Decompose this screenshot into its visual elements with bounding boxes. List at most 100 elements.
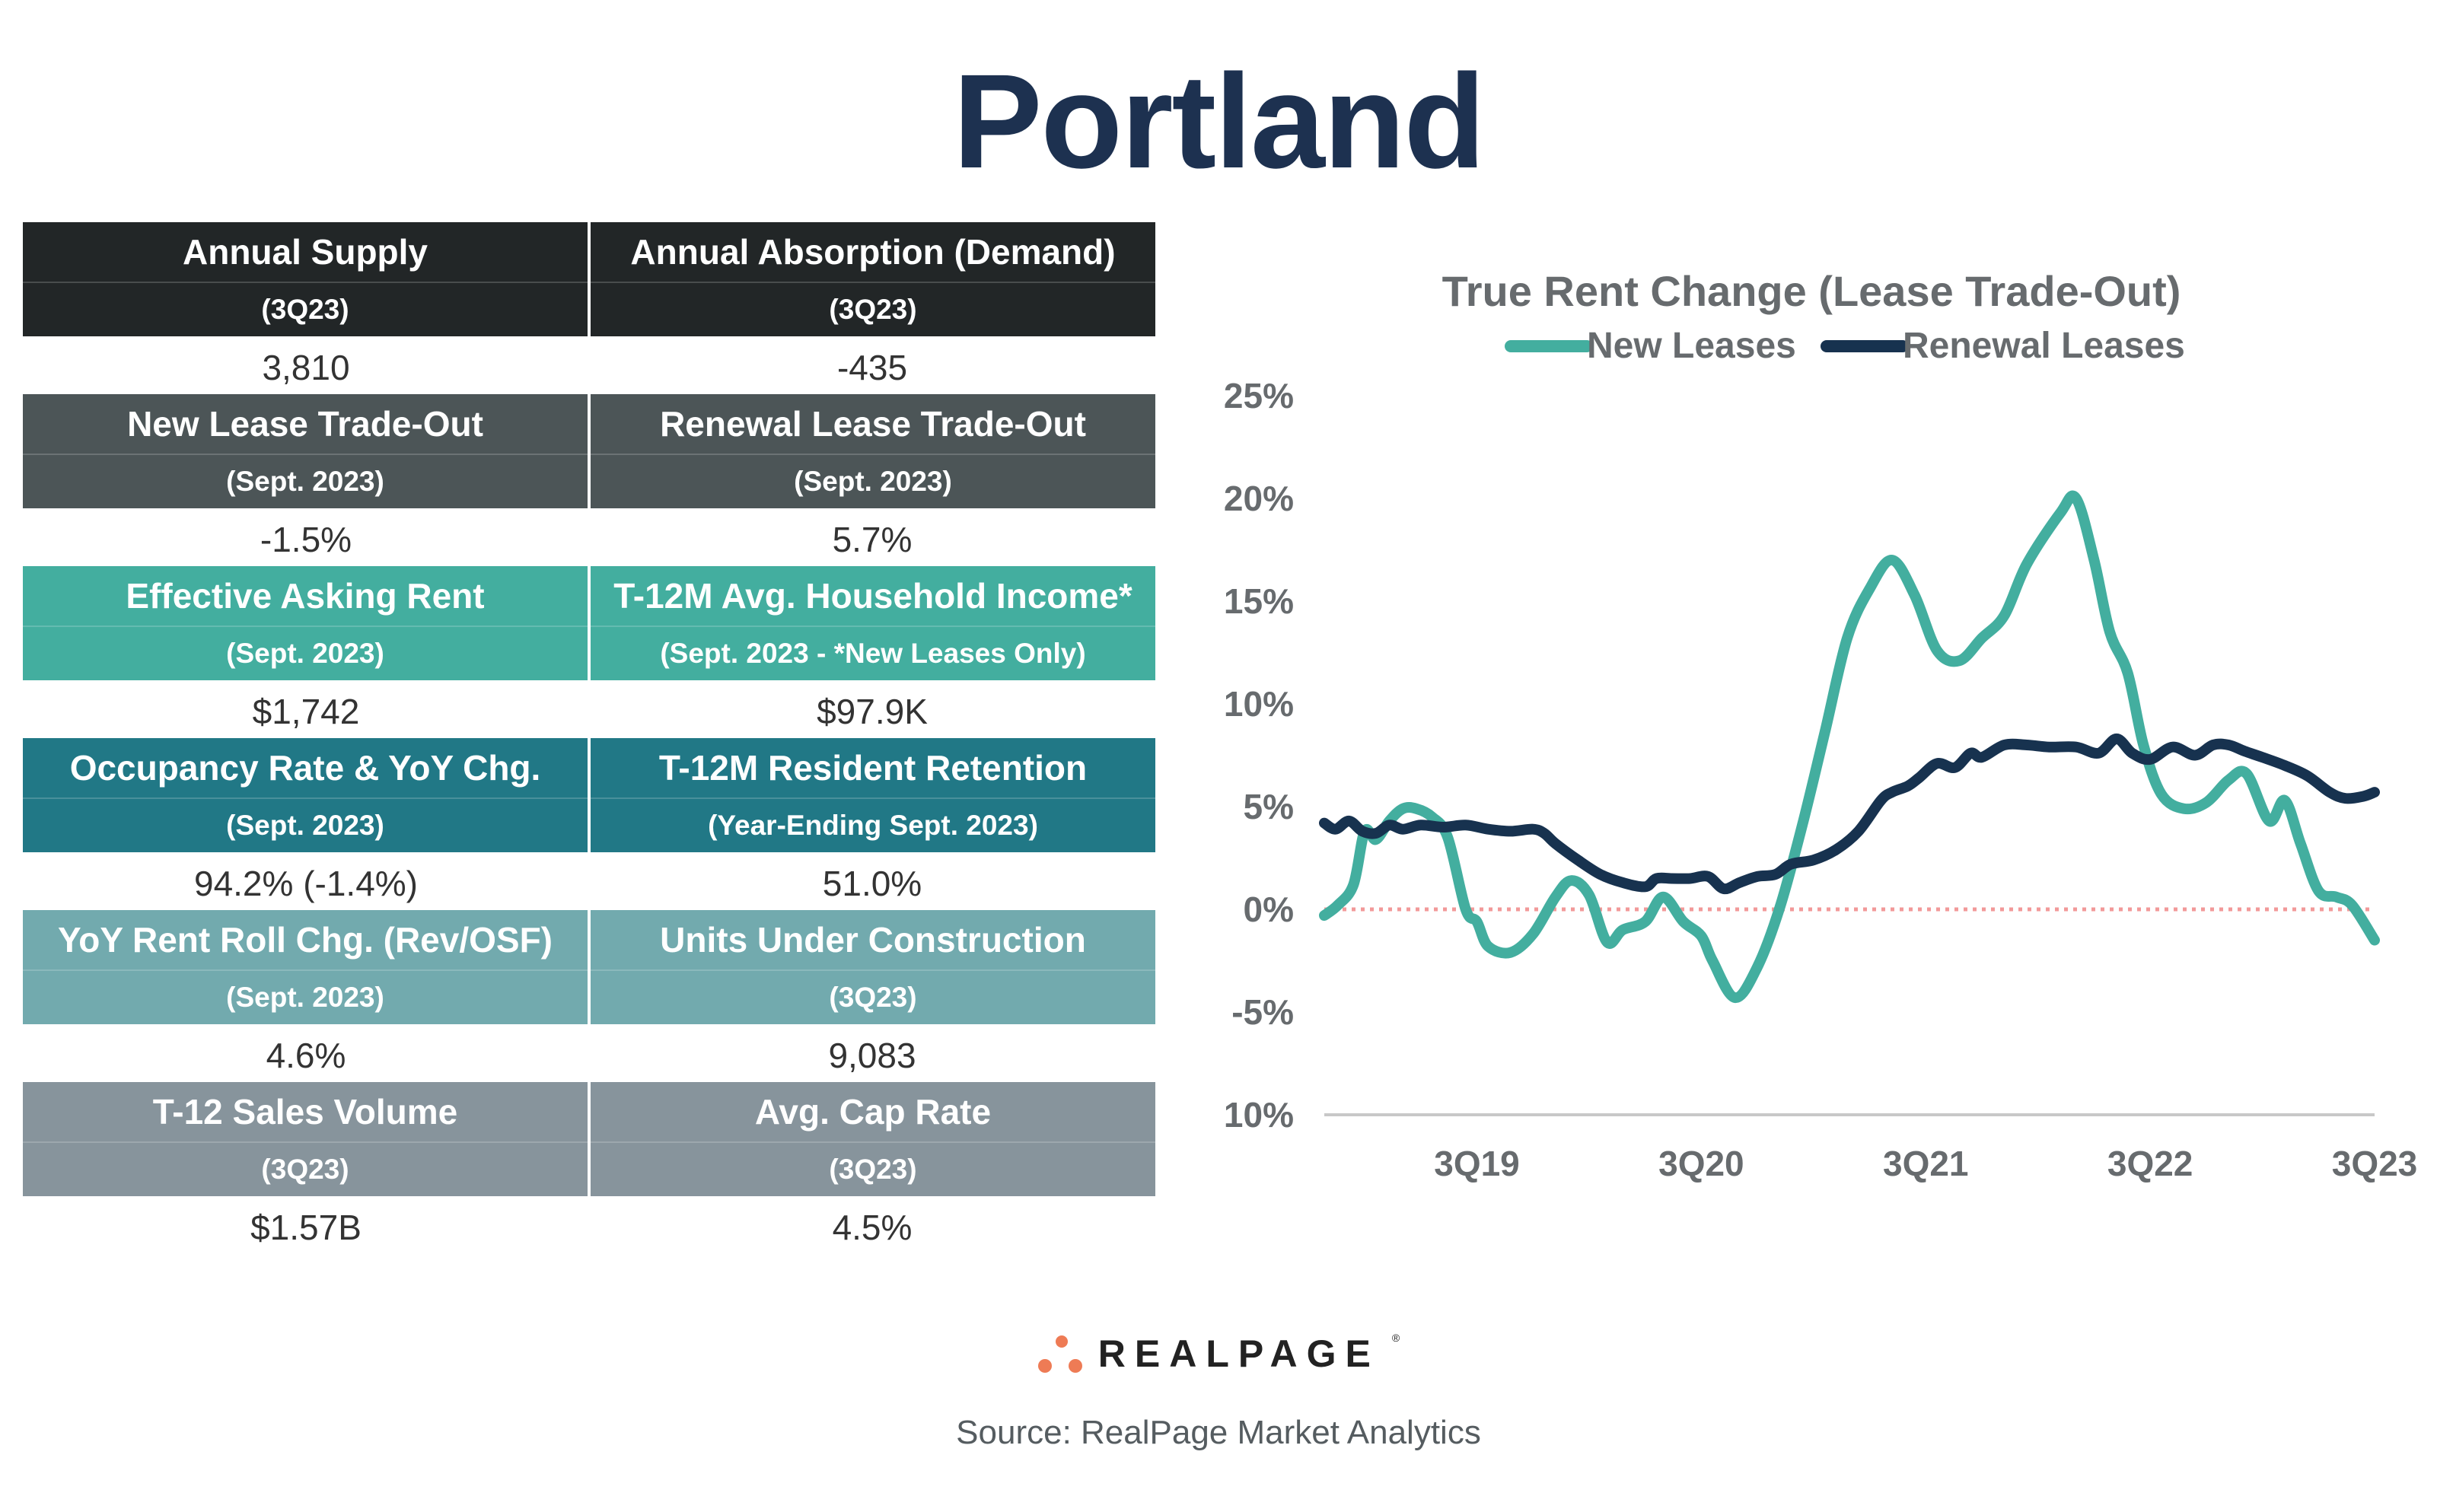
header-household-income: T-12M Avg. Household Income* (Sept. 2023… (588, 566, 1155, 680)
header-period: (3Q23) (829, 982, 917, 1013)
stats-block-occupancy-retention: Occupancy Rate & YoY Chg. (Sept. 2023) T… (23, 738, 1155, 910)
x-axis: 3Q19 3Q20 3Q21 3Q22 3Q23 (1434, 1144, 2417, 1183)
header-resident-retention: T-12M Resident Retention (Year-Ending Se… (588, 738, 1155, 852)
header-label: Avg. Cap Rate (591, 1082, 1155, 1143)
header-label: Effective Asking Rent (23, 566, 588, 627)
header-units-under-construction: Units Under Construction (3Q23) (588, 910, 1155, 1024)
value-effective-asking-rent: $1,742 (252, 692, 360, 731)
y-tick-label: 0% (1244, 890, 1294, 929)
stats-block-trade-out: New Lease Trade-Out (Sept. 2023) Renewal… (23, 394, 1155, 566)
realpage-wordmark: REALPAGE (1097, 1332, 1380, 1375)
realpage-logo: REALPAGE ® (0, 1332, 2437, 1379)
header-label: Renewal Lease Trade-Out (591, 394, 1155, 455)
stats-header-row: Occupancy Rate & YoY Chg. (Sept. 2023) T… (23, 738, 1155, 852)
header-period: (3Q23) (261, 294, 349, 325)
value-renewal-lease-trade-out: 5.7% (832, 520, 913, 559)
header-cap-rate: Avg. Cap Rate (3Q23) (588, 1082, 1155, 1196)
header-label: New Lease Trade-Out (23, 394, 588, 455)
header-occupancy-rate: Occupancy Rate & YoY Chg. (Sept. 2023) (23, 738, 588, 852)
header-label: T-12M Resident Retention (591, 738, 1155, 799)
value-household-income: $97.9K (817, 692, 928, 731)
stats-header-row: Effective Asking Rent (Sept. 2023) T-12M… (23, 566, 1155, 680)
stats-value-row: $1.57B 4.5% (23, 1196, 1155, 1254)
header-period: (Sept. 2023) (226, 466, 384, 497)
header-rent-roll-change: YoY Rent Roll Chg. (Rev/OSF) (Sept. 2023… (23, 910, 588, 1024)
legend-label: Renewal Leases (1903, 326, 2185, 366)
chart-title: True Rent Change (Lease Trade-Out) (1442, 267, 2181, 315)
value-new-lease-trade-out: -1.5% (260, 520, 352, 559)
page-title: Portland (953, 47, 1486, 196)
series-line (1319, 733, 2380, 895)
value-occupancy-rate: 94.2% (-1.4%) (193, 864, 418, 903)
header-period: (Sept. 2023 - *New Leases Only) (660, 638, 1086, 669)
stats-header-row: T-12 Sales Volume (3Q23) Avg. Cap Rate (… (23, 1082, 1155, 1196)
y-tick-label: 20% (1224, 479, 1294, 518)
chart-legend: New Leases Renewal Leases (1505, 326, 2185, 366)
value-rent-roll-change: 4.6% (266, 1036, 346, 1075)
market-stats-table: Annual Supply (3Q23) Annual Absorption (… (23, 222, 1155, 1254)
header-effective-asking-rent: Effective Asking Rent (Sept. 2023) (23, 566, 588, 680)
header-label: Annual Absorption (Demand) (591, 222, 1155, 283)
rent-change-chart: True Rent Change (Lease Trade-Out) New L… (1224, 267, 2417, 1183)
header-period: (3Q23) (829, 1154, 917, 1185)
header-period: (Sept. 2023) (226, 982, 384, 1013)
header-period: (3Q23) (261, 1154, 349, 1185)
series-renewal-leases (1319, 733, 2380, 895)
x-tick-label: 3Q23 (2332, 1144, 2418, 1183)
x-tick-label: 3Q20 (1658, 1144, 1744, 1183)
value-annual-supply: 3,810 (262, 348, 350, 387)
stats-value-row: 94.2% (-1.4%) 51.0% (23, 852, 1155, 910)
value-cap-rate: 4.5% (832, 1208, 913, 1247)
stats-value-row: $1,742 $97.9K (23, 680, 1155, 738)
legend-label: New Leases (1587, 326, 1796, 366)
header-annual-absorption: Annual Absorption (Demand) (3Q23) (588, 222, 1155, 336)
y-tick-label: 15% (1224, 581, 1294, 621)
value-sales-volume: $1.57B (250, 1208, 362, 1247)
header-renewal-lease-trade-out: Renewal Lease Trade-Out (Sept. 2023) (588, 394, 1155, 508)
stats-header-row: YoY Rent Roll Chg. (Rev/OSF) (Sept. 2023… (23, 910, 1155, 1024)
y-tick-label: 25% (1224, 376, 1294, 415)
legend-item-new-leases: New Leases (1505, 326, 1796, 366)
value-resident-retention: 51.0% (822, 864, 922, 903)
header-period: (3Q23) (829, 294, 917, 325)
legend-item-renewal-leases: Renewal Leases (1821, 326, 2185, 366)
value-units-under-construction: 9,083 (828, 1036, 916, 1075)
stats-block-sales-cap-rate: T-12 Sales Volume (3Q23) Avg. Cap Rate (… (23, 1082, 1155, 1254)
header-new-lease-trade-out: New Lease Trade-Out (Sept. 2023) (23, 394, 588, 508)
x-tick-label: 3Q19 (1434, 1144, 1520, 1183)
stats-value-row: -1.5% 5.7% (23, 508, 1155, 566)
header-sales-volume: T-12 Sales Volume (3Q23) (23, 1082, 588, 1196)
header-period: (Sept. 2023) (226, 810, 384, 841)
header-annual-supply: Annual Supply (3Q23) (23, 222, 588, 336)
value-annual-absorption: -435 (836, 348, 908, 387)
x-tick-label: 3Q22 (2107, 1144, 2193, 1183)
stats-block-supply-absorption: Annual Supply (3Q23) Annual Absorption (… (23, 222, 1155, 394)
stats-block-rent-income: Effective Asking Rent (Sept. 2023) T-12M… (23, 566, 1155, 738)
header-label: Units Under Construction (591, 910, 1155, 971)
realpage-dots-icon (1037, 1335, 1082, 1373)
series-line (1319, 490, 2380, 1004)
stats-header-row: New Lease Trade-Out (Sept. 2023) Renewal… (23, 394, 1155, 508)
stats-value-row: 3,810 -435 (23, 336, 1155, 394)
header-label: T-12 Sales Volume (23, 1082, 588, 1143)
header-period: (Year-Ending Sept. 2023) (708, 810, 1038, 841)
header-label: YoY Rent Roll Chg. (Rev/OSF) (23, 910, 588, 971)
x-tick-label: 3Q21 (1883, 1144, 1969, 1183)
stats-block-rent-roll-construction: YoY Rent Roll Chg. (Rev/OSF) (Sept. 2023… (23, 910, 1155, 1082)
header-period: (Sept. 2023) (226, 638, 384, 669)
registered-mark: ® (1391, 1332, 1400, 1344)
y-tick-label: 10% (1224, 1095, 1294, 1135)
series-new-leases (1319, 490, 2380, 1004)
header-label: Occupancy Rate & YoY Chg. (23, 738, 588, 799)
header-label: T-12M Avg. Household Income* (591, 566, 1155, 627)
y-tick-label: 10% (1224, 684, 1294, 724)
y-tick-label: 5% (1244, 787, 1294, 826)
stats-value-row: 4.6% 9,083 (23, 1024, 1155, 1082)
chart-series (1319, 490, 2380, 1004)
y-axis: 25% 20% 15% 10% 5% 0% -5% 10% (1224, 376, 2375, 1135)
y-tick-label: -5% (1231, 992, 1294, 1032)
header-period: (Sept. 2023) (794, 466, 952, 497)
header-label: Annual Supply (23, 222, 588, 283)
stats-header-row: Annual Supply (3Q23) Annual Absorption (… (23, 222, 1155, 336)
source-note: Source: RealPage Market Analytics (956, 1414, 1481, 1451)
